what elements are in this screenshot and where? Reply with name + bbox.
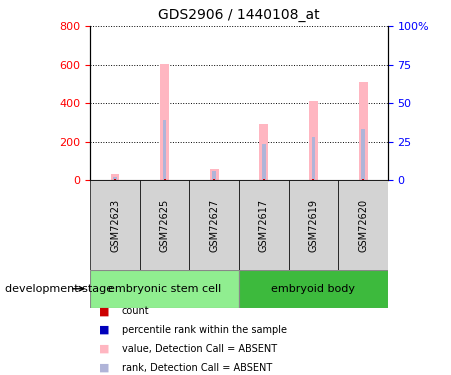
Text: percentile rank within the sample: percentile rank within the sample	[122, 325, 287, 335]
Text: GSM72627: GSM72627	[209, 198, 219, 252]
Bar	[262, 144, 266, 180]
Bar	[259, 124, 268, 180]
Bar	[90, 180, 140, 270]
Text: development stage: development stage	[5, 284, 113, 294]
Bar	[113, 177, 117, 180]
Bar	[189, 180, 239, 270]
Bar	[239, 180, 289, 270]
Bar	[263, 179, 265, 180]
Bar	[313, 179, 314, 180]
Bar	[114, 179, 116, 180]
Bar	[213, 179, 215, 180]
Text: rank, Detection Call = ABSENT: rank, Detection Call = ABSENT	[122, 363, 272, 372]
Text: embryoid body: embryoid body	[272, 284, 355, 294]
Text: GSM72617: GSM72617	[259, 198, 269, 252]
Bar	[212, 171, 216, 180]
Text: ■: ■	[99, 344, 110, 354]
Bar	[338, 180, 388, 270]
Bar	[163, 120, 166, 180]
Bar	[110, 174, 120, 180]
Text: count: count	[122, 306, 149, 316]
Text: GSM72620: GSM72620	[358, 198, 368, 252]
Text: ■: ■	[99, 306, 110, 316]
Text: GSM72623: GSM72623	[110, 198, 120, 252]
Bar	[289, 180, 338, 270]
Text: GSM72625: GSM72625	[160, 198, 170, 252]
Bar	[312, 137, 315, 180]
Bar	[210, 170, 219, 180]
Bar	[164, 179, 166, 180]
Text: embryonic stem cell: embryonic stem cell	[108, 284, 221, 294]
Title: GDS2906 / 1440108_at: GDS2906 / 1440108_at	[158, 9, 320, 22]
Bar	[160, 64, 169, 180]
Bar	[90, 270, 239, 308]
Text: value, Detection Call = ABSENT: value, Detection Call = ABSENT	[122, 344, 277, 354]
Bar	[361, 129, 365, 180]
Bar	[359, 82, 368, 180]
Bar	[362, 179, 364, 180]
Text: GSM72619: GSM72619	[308, 198, 318, 252]
Text: ■: ■	[99, 363, 110, 372]
Text: ■: ■	[99, 325, 110, 335]
Bar	[140, 180, 189, 270]
Bar	[309, 101, 318, 180]
Bar	[239, 270, 388, 308]
